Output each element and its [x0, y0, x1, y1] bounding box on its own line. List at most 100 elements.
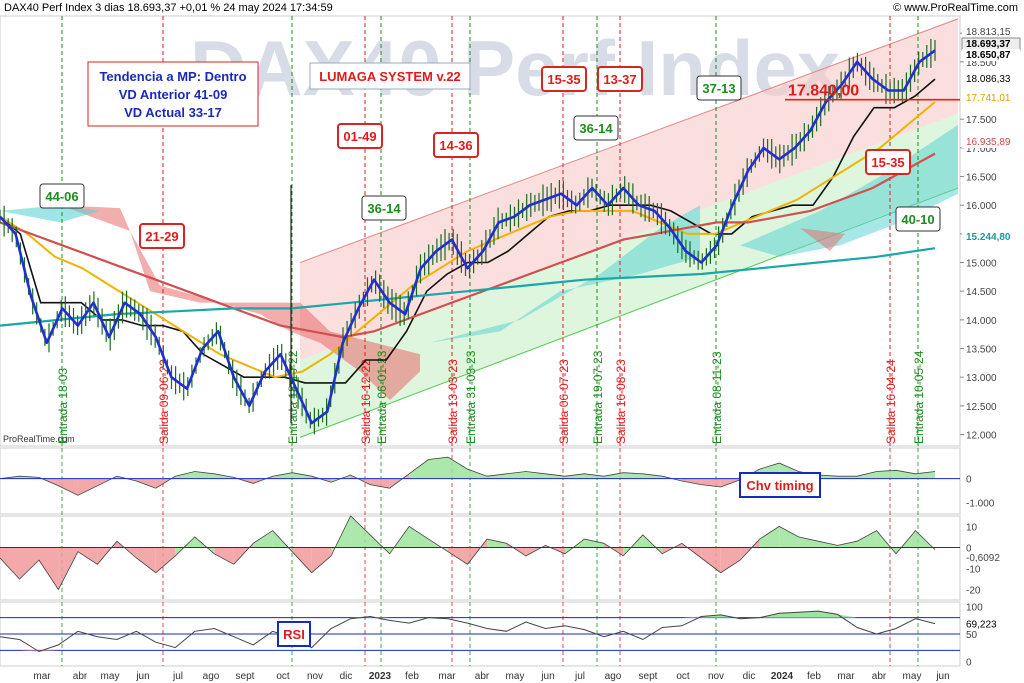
y-tick-label: 13.000: [966, 373, 997, 384]
osc-tick-label: 10: [966, 522, 978, 533]
osc-area: [448, 547, 468, 565]
price-label: 15.244,80: [966, 232, 1011, 243]
rsi-value-label: 69,223: [966, 620, 997, 631]
signal-vline-label: Entrada 06-01-23: [375, 350, 389, 444]
osc-area: [409, 526, 429, 548]
rsi-overbought: [798, 611, 819, 618]
signal-box: [39, 183, 85, 209]
signal-box-label: 15-35: [871, 155, 904, 170]
osc-tick-label: 0: [966, 543, 972, 554]
ma-teal-line: [0, 247, 936, 327]
x-axis-label: jun: [540, 671, 554, 682]
signal-box-label: 13-37: [603, 72, 636, 87]
chv-area: [603, 472, 624, 479]
price-label: 16.935,89: [966, 137, 1011, 148]
signal-box-label: 14-36: [439, 138, 472, 153]
brand-label: © www.ProRealTime.com: [893, 2, 1018, 14]
rsi-oversold: [38, 650, 59, 652]
price-label-box: [962, 49, 1020, 61]
chv-area: [409, 459, 429, 479]
osc-area: [311, 547, 332, 573]
signal-box: [597, 66, 643, 92]
osc-area: [350, 515, 371, 548]
x-axis-label: oct: [276, 671, 290, 682]
trend-line-1: Tendencia a MP: Dentro: [99, 69, 246, 84]
x-axis-label: abr: [872, 671, 887, 682]
channel-upper-line: [299, 18, 959, 264]
rsi-box: [277, 621, 311, 647]
osc-area: [487, 539, 507, 548]
price-line: [0, 49, 936, 425]
signal-box-label: 44-06: [45, 189, 78, 204]
x-axis-label: dic: [340, 671, 353, 682]
y-tick-label: 12.000: [966, 431, 997, 442]
x-axis-label: dic: [743, 671, 756, 682]
signal-box-label: 01-49: [343, 129, 376, 144]
rsi-overbought: [779, 612, 799, 618]
osc-area: [0, 547, 20, 580]
signal-box: [139, 223, 185, 249]
signal-vline-label: Entrada 19-07-23: [591, 350, 605, 444]
x-axis-label: may: [101, 671, 120, 682]
price-label-box: [962, 136, 1020, 148]
chv-area: [857, 471, 877, 479]
y-tick-label: 17.000: [966, 144, 997, 155]
osc-area: [214, 547, 234, 565]
signal-vline-label: Entrada 31-03-23: [464, 350, 478, 444]
ma-black-line: [0, 78, 936, 384]
chv-area: [837, 476, 858, 479]
osc-area: [136, 547, 156, 573]
y-tick-label: 15.000: [966, 259, 997, 270]
y-tick-label: 14.500: [966, 287, 997, 298]
system-box: LUMAGA SYSTEM v.22: [309, 62, 471, 90]
chv-box-label: Chv timing: [746, 478, 813, 493]
x-axis-label: sept: [236, 671, 255, 682]
signal-box: [573, 115, 619, 141]
osc-area: [58, 547, 78, 590]
osc-area: [857, 530, 877, 548]
y-tick-label: 12.500: [966, 402, 997, 413]
signal-box-label: 40-10: [901, 212, 934, 227]
x-axis-label: jun: [135, 671, 149, 682]
signal-vline-label: Salida 16-08-23: [614, 359, 628, 444]
chv-line: [0, 456, 936, 496]
chart-title: DAX40 Perf Index 3 dias 18.693,37 +0,01 …: [4, 2, 333, 14]
osc-area: [253, 530, 273, 548]
chv-area: [896, 470, 916, 479]
rsi-oversold: [19, 650, 39, 652]
chv-area: [545, 473, 565, 479]
system-label: LUMAGA SYSTEM v.22: [319, 69, 461, 84]
osc-area: [759, 526, 780, 548]
osc-tick-label: -0,6092: [966, 553, 1000, 564]
y-tick-label: 17.500: [966, 115, 997, 126]
x-axis-label: jun: [935, 671, 949, 682]
y-tick-label: 18.500: [966, 58, 997, 69]
price-label-box: [962, 26, 1020, 38]
ma-yellow-line: [0, 101, 936, 379]
x-axis-label: may: [506, 671, 525, 682]
x-axis-label: sept: [639, 671, 658, 682]
level-line-label: 17.840,00: [788, 83, 859, 100]
signal-vline-label: Salida 09-06-22: [157, 359, 171, 444]
osc-line: [0, 515, 936, 591]
rsi-tick-label: 100: [966, 603, 983, 614]
signal-box-label: 36-14: [367, 201, 401, 216]
signal-vline-label: Entrada 18-03: [56, 368, 70, 444]
x-axis-label: jul: [172, 671, 183, 682]
osc-area: [818, 541, 838, 548]
chv-area: [77, 478, 98, 496]
price-label-box: [962, 231, 1020, 243]
chv-area: [428, 457, 448, 479]
rsi-overbought: [681, 616, 702, 618]
x-axis-label: ago: [203, 671, 220, 682]
x-axis-label: nov: [307, 671, 323, 682]
rsi-tick-label: 0: [966, 657, 972, 668]
y-tick-label: 16.500: [966, 173, 997, 184]
rsi-box-label: RSI: [283, 627, 305, 642]
signal-vline-label: Entrada 10-05-24: [912, 350, 926, 444]
chv-area: [564, 473, 585, 479]
price-panel-frame: [0, 15, 961, 447]
osc-area: [39, 547, 59, 590]
x-axis-label: mar: [438, 671, 456, 682]
signal-box-label: 21-29: [145, 229, 178, 244]
